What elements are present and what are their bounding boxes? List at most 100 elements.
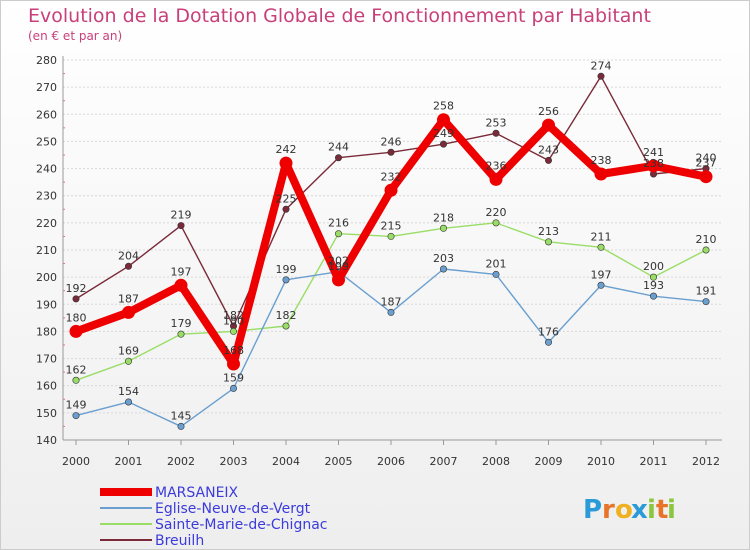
data-label: 154 bbox=[118, 385, 139, 398]
data-point bbox=[174, 278, 188, 292]
y-tick-label: 180 bbox=[36, 325, 57, 338]
data-label: 244 bbox=[328, 141, 349, 154]
chart-subtitle: (en € et par an) bbox=[28, 29, 122, 43]
data-point bbox=[177, 330, 185, 338]
data-label: 258 bbox=[433, 100, 454, 113]
data-point bbox=[597, 243, 605, 251]
chart-title: Evolution de la Dotation Globale de Fonc… bbox=[28, 5, 651, 27]
data-label: 240 bbox=[696, 152, 717, 165]
x-tick-label: 2009 bbox=[535, 455, 563, 468]
series-0 bbox=[69, 113, 713, 371]
y-tick-label: 230 bbox=[36, 190, 57, 203]
data-label: 213 bbox=[538, 225, 559, 238]
data-point bbox=[72, 295, 80, 303]
data-label: 219 bbox=[171, 209, 192, 222]
data-label: 182 bbox=[276, 309, 297, 322]
y-tick-label: 140 bbox=[36, 434, 57, 447]
data-point bbox=[492, 129, 500, 137]
logo-letter: i bbox=[647, 495, 656, 525]
data-label: 232 bbox=[381, 170, 402, 183]
data-point bbox=[122, 305, 135, 319]
x-tick-label: 2010 bbox=[587, 455, 615, 468]
y-tick-label: 260 bbox=[36, 108, 57, 121]
data-point bbox=[594, 167, 608, 181]
data-point bbox=[439, 140, 447, 148]
data-point bbox=[699, 170, 713, 184]
data-label: 241 bbox=[643, 146, 664, 159]
data-point bbox=[492, 270, 500, 278]
data-point bbox=[702, 246, 710, 254]
data-label: 210 bbox=[696, 233, 717, 246]
data-point bbox=[282, 322, 290, 330]
data-label: 162 bbox=[66, 363, 87, 376]
data-label: 246 bbox=[381, 135, 402, 148]
data-point bbox=[125, 262, 133, 270]
logo-letter: i bbox=[667, 495, 676, 525]
axes: 140 150 160 170 180 190 200 210 220 230 240 250 260 2… bbox=[36, 54, 722, 468]
data-point bbox=[230, 327, 238, 335]
data-point bbox=[702, 298, 710, 306]
series-1 bbox=[72, 265, 710, 430]
x-tick-label: 2001 bbox=[115, 455, 143, 468]
x-tick-label: 2002 bbox=[167, 455, 195, 468]
data-label: 187 bbox=[381, 295, 402, 308]
data-label: 180 bbox=[223, 314, 244, 327]
series-2 bbox=[72, 219, 710, 384]
y-tick-label: 210 bbox=[36, 244, 57, 257]
data-label: 218 bbox=[433, 211, 454, 224]
data-point bbox=[387, 308, 395, 316]
y-tick-label: 200 bbox=[36, 271, 57, 284]
data-point bbox=[439, 265, 447, 273]
x-tick-label: 2008 bbox=[482, 455, 510, 468]
legend-label: Eglise-Neuve-de-Vergt bbox=[155, 501, 311, 517]
legend-label: MARSANEIX bbox=[155, 485, 239, 501]
y-tick-label: 220 bbox=[36, 217, 57, 230]
data-point bbox=[439, 224, 447, 232]
logo-letter: r bbox=[602, 495, 615, 525]
data-label: 238 bbox=[591, 154, 612, 167]
data-point bbox=[282, 205, 290, 213]
x-tick-label: 2011 bbox=[640, 455, 668, 468]
x-tick-label: 2004 bbox=[272, 455, 300, 468]
data-point bbox=[489, 172, 503, 186]
data-point bbox=[177, 422, 185, 430]
data-point bbox=[384, 183, 398, 197]
data-point bbox=[544, 156, 552, 164]
data-label: 149 bbox=[66, 399, 87, 412]
data-label: 197 bbox=[591, 268, 612, 281]
data-label: 145 bbox=[171, 409, 192, 422]
data-point bbox=[69, 324, 83, 338]
data-label: 243 bbox=[538, 143, 559, 156]
x-tick-label: 2012 bbox=[692, 455, 720, 468]
data-label: 204 bbox=[118, 249, 139, 262]
y-tick-label: 280 bbox=[36, 54, 57, 67]
data-label: 220 bbox=[486, 206, 507, 219]
data-label: 225 bbox=[276, 192, 297, 205]
data-label: 182 bbox=[223, 309, 244, 322]
data-labels: 192 204 219 182 225 244 246 249 253 243 274 238 240 1… bbox=[66, 59, 717, 422]
data-point bbox=[282, 276, 290, 284]
y-tick-label: 250 bbox=[36, 135, 57, 148]
data-label: 201 bbox=[486, 257, 507, 270]
y-tick-label: 240 bbox=[36, 163, 57, 176]
legend: MARSANEIXEglise-Neuve-de-VergtSainte-Mar… bbox=[100, 485, 327, 549]
data-label: 242 bbox=[276, 143, 297, 156]
data-label: 159 bbox=[223, 371, 244, 384]
logo-letter: x bbox=[631, 495, 648, 525]
data-label: 200 bbox=[643, 260, 664, 273]
data-label: 187 bbox=[118, 292, 139, 305]
y-tick-label: 270 bbox=[36, 81, 57, 94]
data-point bbox=[387, 232, 395, 240]
data-point bbox=[492, 219, 500, 227]
logo-letter: t bbox=[656, 495, 668, 525]
data-label: 168 bbox=[223, 344, 244, 357]
data-label: 180 bbox=[66, 311, 87, 324]
data-label: 199 bbox=[276, 263, 297, 276]
x-tick-label: 2003 bbox=[220, 455, 248, 468]
y-tick-label: 170 bbox=[36, 353, 57, 366]
data-label: 253 bbox=[486, 116, 507, 129]
data-label: 249 bbox=[433, 127, 454, 140]
data-label: 215 bbox=[381, 219, 402, 232]
